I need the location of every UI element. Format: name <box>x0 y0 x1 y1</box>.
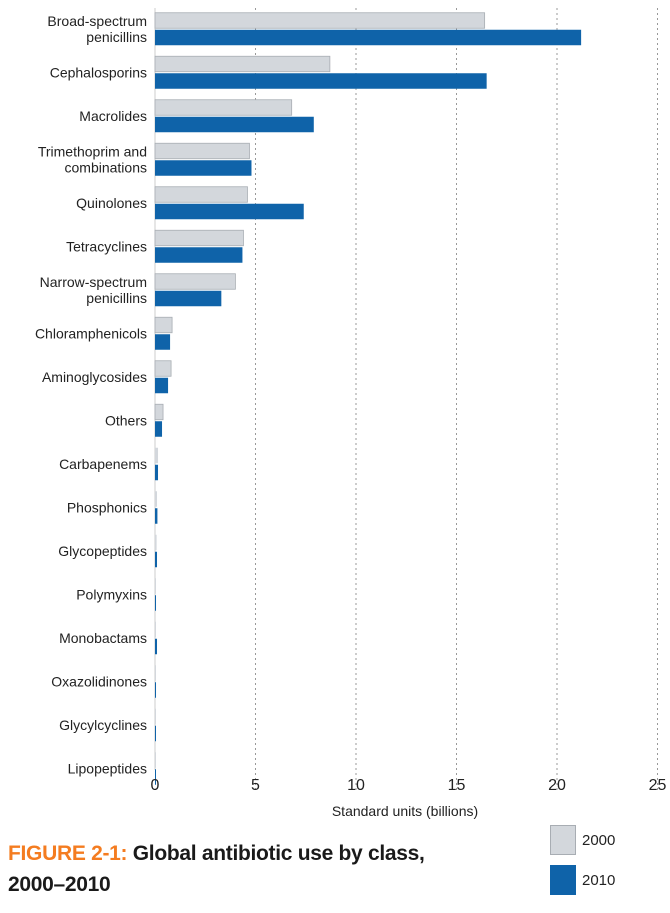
bar-2000 <box>154 403 164 421</box>
x-tick-labels: 0 5 10 15 20 25 <box>151 777 667 794</box>
legend: 2000 2010 <box>550 822 615 902</box>
bar-2010 <box>155 377 169 394</box>
bar-2010 <box>155 247 243 263</box>
bar-2000 <box>155 708 156 725</box>
bar-2000 <box>155 578 157 594</box>
category-label: penicillins <box>86 29 147 45</box>
category-label: Chloramphenicols <box>35 326 147 342</box>
bar-2000 <box>155 491 158 507</box>
category-label: Macrolides <box>79 108 147 124</box>
category-label: Broad-spectrum <box>47 13 147 29</box>
x-tick-label: 5 <box>251 777 260 794</box>
category-labels: Broad-spectrumpenicillinsCephalosporinsM… <box>35 13 147 777</box>
bar-2010 <box>155 725 156 742</box>
figure-number: FIGURE 2-1: <box>8 842 128 865</box>
bar-2010 <box>155 464 159 481</box>
category-label: Cephalosporins <box>50 65 147 81</box>
bar-2010 <box>155 203 304 220</box>
bar-2000 <box>154 12 486 29</box>
category-label: Polymyxins <box>76 587 147 603</box>
bar-2010 <box>155 551 158 568</box>
x-tick-label: 15 <box>448 777 466 794</box>
bar-2000 <box>155 447 159 464</box>
category-label: Glycylcyclines <box>59 717 147 733</box>
bar-2000 <box>155 752 156 768</box>
bar-2000 <box>154 142 250 160</box>
x-tick-label: 0 <box>151 777 160 794</box>
figure-caption: FIGURE 2-1: Global antibiotic use by cla… <box>8 838 478 900</box>
bar-2010 <box>155 638 158 655</box>
x-tick-label: 25 <box>649 777 667 794</box>
x-axis-title: Standard units (billions) <box>332 803 478 819</box>
legend-swatch-2000 <box>550 825 576 855</box>
bar-2000 <box>154 360 172 377</box>
legend-label-2010: 2010 <box>582 871 616 889</box>
bar-2000 <box>154 229 244 247</box>
bar-2010 <box>155 334 171 350</box>
bar-2000 <box>154 273 236 290</box>
bar-2010 <box>155 682 157 698</box>
bar-2010 <box>155 73 487 89</box>
bar-2010 <box>155 290 222 307</box>
legend-item-2000: 2000 <box>550 822 615 858</box>
legend-label-2000: 2000 <box>582 831 616 849</box>
bar-2000 <box>154 316 173 334</box>
figure-title: Global antibiotic use by class, 2000–201… <box>8 842 425 896</box>
bar-2000 <box>154 186 248 203</box>
x-tick-label: 20 <box>548 777 566 794</box>
bar-2000 <box>155 665 156 681</box>
bars <box>154 12 582 785</box>
bar-2000 <box>154 55 331 73</box>
category-label: Tetracyclines <box>66 239 147 255</box>
category-label: Oxazolidinones <box>51 674 147 690</box>
category-label: Aminoglycosides <box>42 369 147 385</box>
category-label: Glycopeptides <box>58 543 147 559</box>
x-tick-label: 10 <box>347 777 365 794</box>
bar-chart: Broad-spectrumpenicillinsCephalosporinsM… <box>35 8 667 819</box>
bar-2000 <box>155 621 157 638</box>
bar-2010 <box>155 508 158 524</box>
category-label: Others <box>105 413 147 429</box>
legend-item-2010: 2010 <box>550 862 615 898</box>
category-label: Quinolones <box>76 195 147 211</box>
bar-2010 <box>155 769 156 785</box>
bar-2010 <box>155 595 157 611</box>
legend-swatch-2010 <box>550 865 576 895</box>
category-label: Carbapenems <box>59 456 147 472</box>
bar-2010 <box>155 29 582 46</box>
bar-2010 <box>155 116 314 133</box>
bar-2000 <box>154 99 293 116</box>
category-label: Phosphonics <box>67 500 147 516</box>
category-label: penicillins <box>86 290 147 306</box>
bar-2000 <box>155 534 157 551</box>
category-label: Monobactams <box>59 630 147 646</box>
category-label: combinations <box>65 160 148 176</box>
bar-2010 <box>155 421 163 437</box>
category-label: Narrow-spectrum <box>40 274 147 290</box>
category-label: Lipopeptides <box>68 761 147 777</box>
category-label: Trimethoprim and <box>38 144 147 160</box>
bar-2010 <box>155 160 252 176</box>
